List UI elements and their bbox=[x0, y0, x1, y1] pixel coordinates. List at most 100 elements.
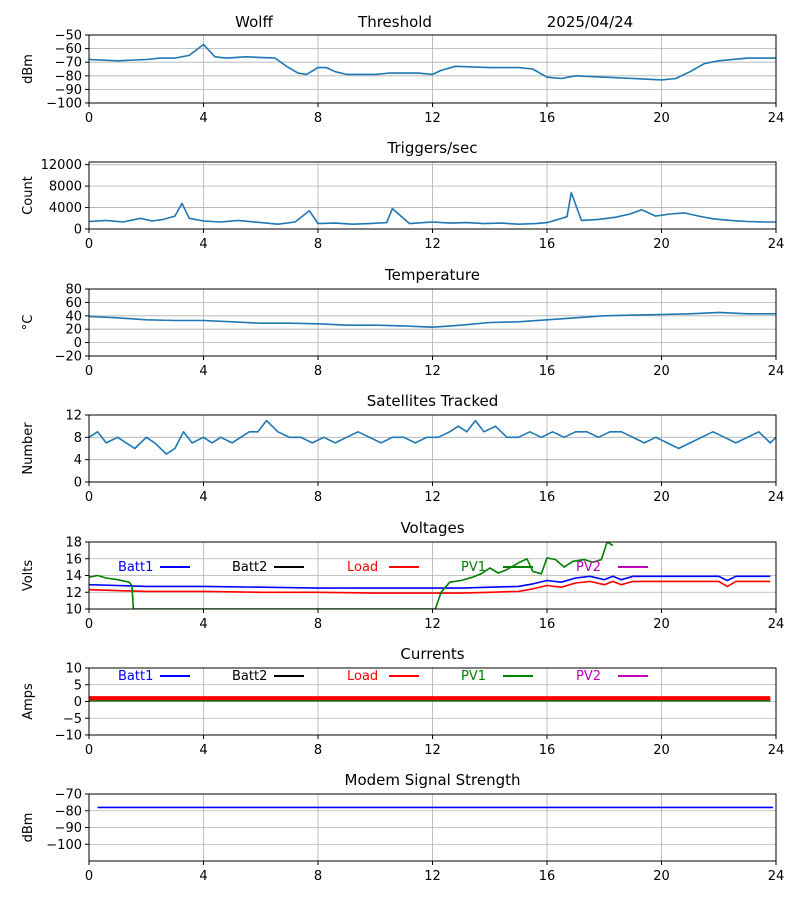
x-tick-label: 16 bbox=[539, 743, 556, 758]
x-tick-label: 4 bbox=[199, 490, 207, 505]
chart-panel-2: 0 4 8 12 16 20 24 0 4000 8000 12000 Triggers/sec Cou… bbox=[21, 139, 784, 252]
legend-label-pv2: PV2 bbox=[576, 560, 601, 575]
series-group bbox=[89, 311, 776, 329]
x-tick-label: 8 bbox=[314, 490, 322, 505]
y-tick-label: 14 bbox=[65, 569, 82, 584]
y-tick-label: 16 bbox=[65, 552, 82, 567]
series-group bbox=[89, 191, 776, 225]
x-tick-label: 20 bbox=[653, 743, 670, 758]
x-tick-label: 16 bbox=[539, 237, 556, 252]
chart-title: Triggers/sec bbox=[387, 139, 478, 157]
x-tick-label: 0 bbox=[85, 490, 93, 505]
x-tick-label: 8 bbox=[314, 743, 322, 758]
x-tick-label: 20 bbox=[653, 364, 670, 379]
x-tick-label: 4 bbox=[199, 617, 207, 632]
y-tick-label: 0 bbox=[74, 223, 82, 238]
y-tick-label: −20 bbox=[55, 350, 82, 365]
x-tick-label: 8 bbox=[314, 364, 322, 379]
y-tick-label: −90 bbox=[55, 821, 82, 836]
x-tick-label: 24 bbox=[768, 237, 785, 252]
grid-lines bbox=[88, 414, 777, 483]
chart-title: Satellites Tracked bbox=[367, 392, 498, 410]
y-tick-label: −100 bbox=[46, 97, 82, 112]
y-tick-label: 40 bbox=[65, 309, 82, 324]
y-axis-label: Number bbox=[21, 422, 36, 475]
y-tick-label: 12 bbox=[65, 586, 82, 601]
y-axis-label: °C bbox=[21, 315, 36, 331]
y-tick-label: 18 bbox=[65, 536, 82, 551]
x-tick-label: 0 bbox=[85, 869, 93, 884]
y-tick-label: −70 bbox=[55, 56, 82, 71]
chart-title: Temperature bbox=[384, 266, 480, 284]
series-line-load bbox=[89, 580, 771, 594]
x-tick-label: 20 bbox=[653, 869, 670, 884]
legend-label-batt1: Batt1 bbox=[118, 560, 153, 575]
grid-lines bbox=[88, 793, 777, 861]
x-tick-label: 24 bbox=[768, 617, 785, 632]
y-tick-label: 8 bbox=[74, 431, 82, 446]
y-tick-label: −60 bbox=[55, 42, 82, 57]
grid-lines bbox=[88, 288, 777, 357]
x-tick-label: 0 bbox=[85, 111, 93, 126]
x-tick-label: 16 bbox=[539, 617, 556, 632]
figure-header: Wolff Threshold 2025/04/24 bbox=[235, 13, 633, 31]
x-tick-label: 0 bbox=[85, 237, 93, 252]
legend-label-load: Load bbox=[347, 669, 378, 684]
x-tick-label: 20 bbox=[653, 617, 670, 632]
y-axis-label: dBm bbox=[21, 813, 36, 843]
x-tick-label: 24 bbox=[768, 111, 785, 126]
y-tick-label: −100 bbox=[46, 838, 82, 853]
x-tick-label: 12 bbox=[424, 869, 441, 884]
y-axis-label: Volts bbox=[21, 560, 36, 592]
x-tick-label: 16 bbox=[539, 111, 556, 126]
y-tick-label: 5 bbox=[74, 678, 82, 693]
x-tick-label: 12 bbox=[424, 237, 441, 252]
y-tick-label: −50 bbox=[55, 29, 82, 44]
y-tick-label: 0 bbox=[74, 476, 82, 491]
x-tick-label: 12 bbox=[424, 111, 441, 126]
y-tick-label: −80 bbox=[55, 69, 82, 84]
x-tick-label: 12 bbox=[424, 617, 441, 632]
x-tick-label: 0 bbox=[85, 743, 93, 758]
y-tick-label: 4000 bbox=[49, 201, 82, 216]
report-date: 2025/04/24 bbox=[547, 13, 633, 31]
legend: Batt1 Batt2 Load PV1 PV2 bbox=[118, 669, 648, 684]
series-group bbox=[89, 696, 771, 702]
station-name: Wolff bbox=[235, 13, 273, 31]
legend-label-pv1: PV1 bbox=[461, 560, 486, 575]
y-tick-label: 10 bbox=[65, 662, 82, 677]
x-tick-label: 12 bbox=[424, 743, 441, 758]
y-tick-label: −5 bbox=[63, 712, 82, 727]
series-line-1 bbox=[89, 191, 776, 225]
x-tick-label: 24 bbox=[768, 869, 785, 884]
y-axis-label: Count bbox=[21, 176, 36, 215]
series-line-1 bbox=[89, 43, 776, 81]
x-tick-label: 0 bbox=[85, 364, 93, 379]
y-tick-label: 4 bbox=[74, 453, 82, 468]
legend-label-load: Load bbox=[347, 560, 378, 575]
y-tick-label: 20 bbox=[65, 323, 82, 338]
chart-panel-7: 0 4 8 12 16 20 24 −70−80 −90 −100 Modem Signal Str… bbox=[21, 771, 784, 884]
x-tick-label: 24 bbox=[768, 490, 785, 505]
grid-lines bbox=[88, 34, 777, 104]
y-tick-label: −80 bbox=[55, 804, 82, 819]
x-tick-label: 16 bbox=[539, 490, 556, 505]
x-tick-label: 4 bbox=[199, 869, 207, 884]
y-tick-label: 60 bbox=[65, 296, 82, 311]
y-tick-label: 0 bbox=[74, 695, 82, 710]
x-tick-label: 4 bbox=[199, 237, 207, 252]
y-tick-label: −10 bbox=[55, 729, 82, 744]
legend-label-pv2: PV2 bbox=[576, 669, 601, 684]
x-tick-label: 8 bbox=[314, 111, 322, 126]
series-line-pv1 bbox=[89, 542, 614, 609]
y-tick-label: −70 bbox=[55, 788, 82, 803]
x-tick-label: 4 bbox=[199, 111, 207, 126]
x-tick-label: 4 bbox=[199, 364, 207, 379]
y-axis-label: dBm bbox=[21, 54, 36, 84]
y-tick-label: 8000 bbox=[49, 180, 82, 195]
x-tick-label: 8 bbox=[314, 237, 322, 252]
x-tick-label: 20 bbox=[653, 237, 670, 252]
